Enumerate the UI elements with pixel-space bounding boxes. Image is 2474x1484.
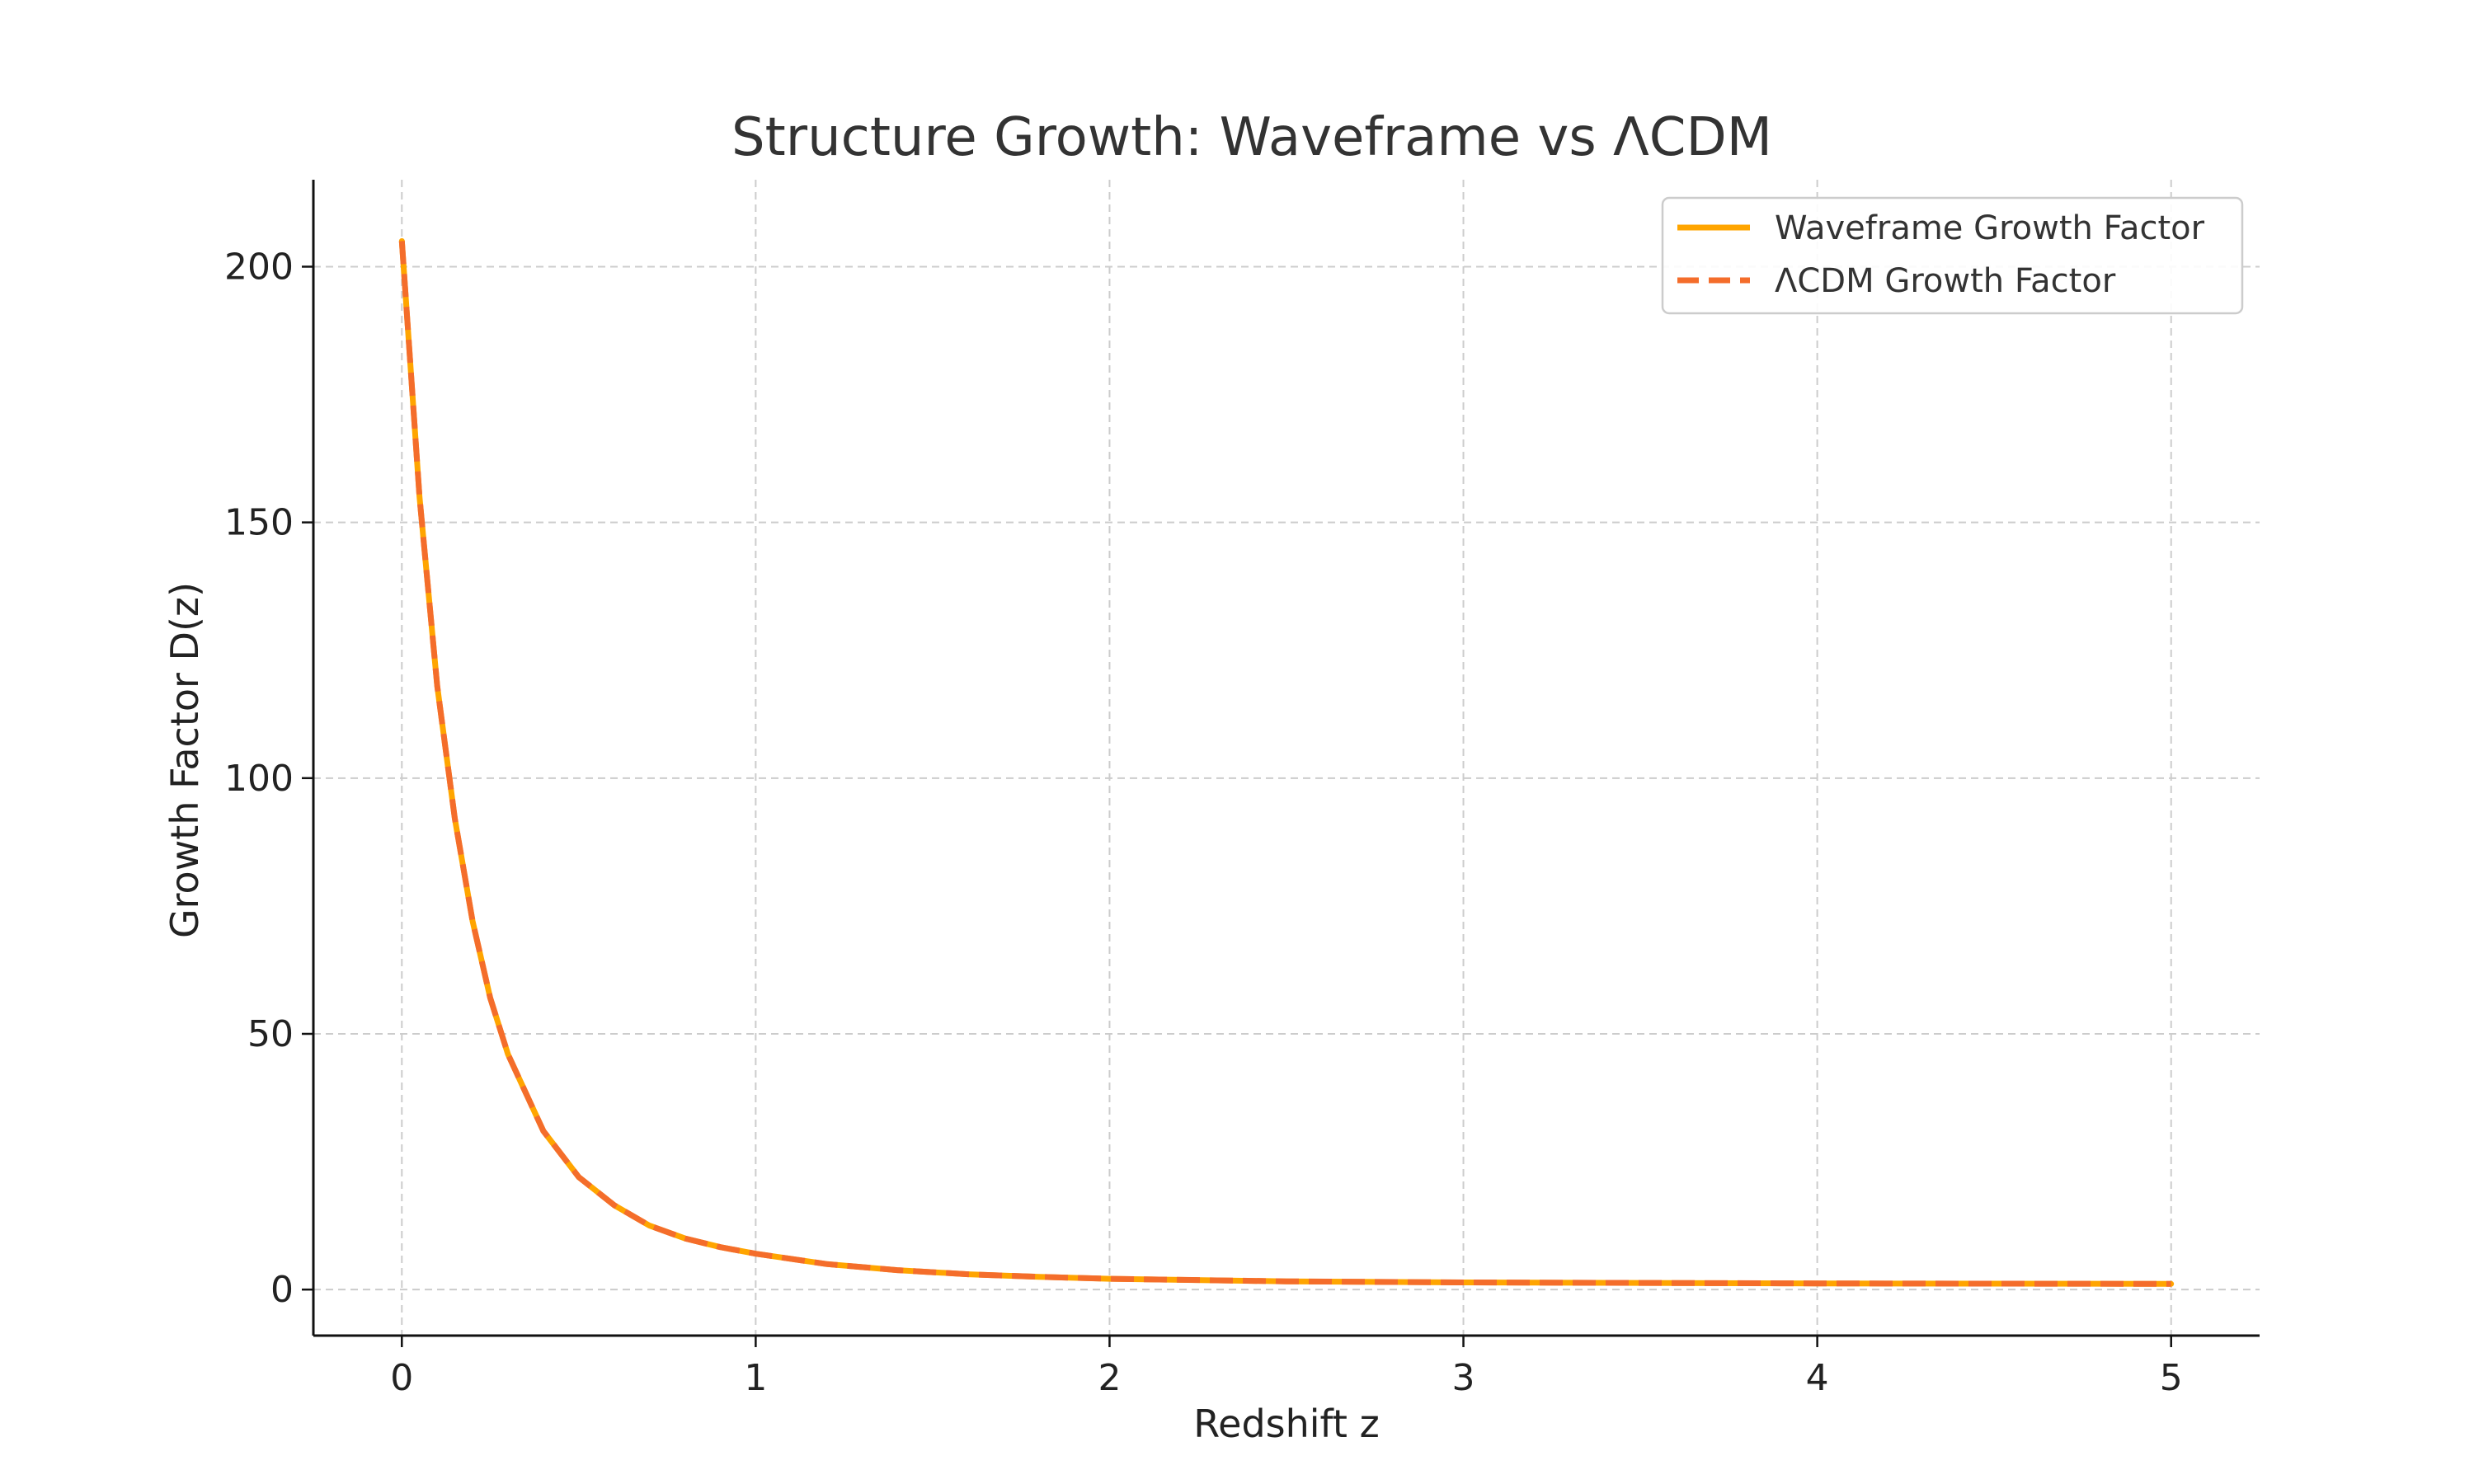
x-tick-label: 4 [1806,1357,1829,1399]
grid-lines [313,180,2260,1336]
x-tick-label: 0 [390,1357,413,1399]
y-tick-label: 200 [224,246,294,288]
x-axis-label: Redshift z [1193,1402,1380,1446]
series-line-lcdm [398,241,2171,1287]
chart-title: Structure Growth: Waveframe vs ΛCDM [731,107,1772,168]
x-tick-label: 1 [744,1357,767,1399]
legend-label-waveframe: Waveframe Growth Factor [1775,209,2205,247]
series-line-waveframe [398,237,2175,1287]
legend-box [1661,196,2244,315]
legend-label-lcdm: ΛCDM Growth Factor [1775,262,2116,300]
y-tick-label: 150 [224,502,294,544]
x-tick-label: 3 [1452,1357,1475,1399]
plot-lines [398,237,2175,1287]
axes [312,180,2260,1337]
legend: Waveframe Growth Factor ΛCDM Growth Fact… [1661,196,2244,315]
y-tick-label: 50 [247,1013,294,1055]
y-tick-label: 100 [224,758,294,800]
y-tick-label: 0 [270,1269,294,1311]
y-axis-label: Growth Factor D(z) [162,582,207,938]
x-tick-label: 2 [1098,1357,1121,1399]
x-tick-label: 5 [2160,1357,2183,1399]
